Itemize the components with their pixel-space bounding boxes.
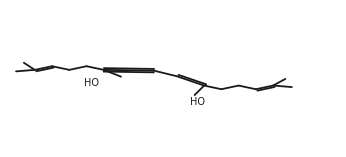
- Text: HO: HO: [190, 97, 205, 107]
- Text: HO: HO: [84, 78, 99, 88]
